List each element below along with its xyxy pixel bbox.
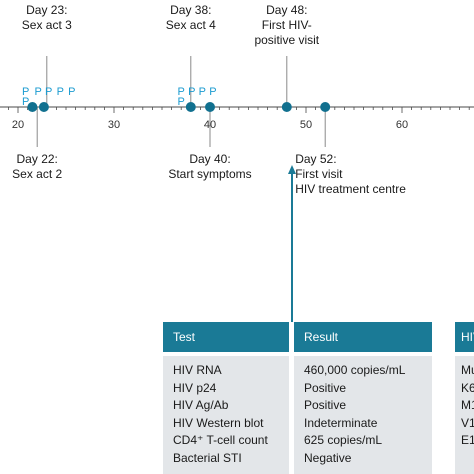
tick-label: 20	[12, 119, 24, 131]
result-cells: 460,000 copies/mL Positive Positive Inde…	[294, 356, 432, 474]
p-label: P	[22, 96, 29, 108]
tick-label: 30	[108, 119, 120, 131]
p-label: P	[188, 86, 195, 98]
test-cell: HIV p24	[173, 380, 217, 395]
event-markers	[27, 102, 331, 112]
p-label: P	[199, 86, 206, 98]
timeline-axis: 20 30 40 50 60	[0, 106, 474, 131]
hiv-column: HIV Mu K6 M1 V1 E1	[455, 322, 474, 474]
p-label: P	[178, 86, 185, 98]
test-cell: CD4⁺ T-cell count	[173, 433, 268, 447]
p-label: P	[34, 86, 41, 98]
event-label-below: Sex act 2	[12, 167, 62, 181]
result-cell: 460,000 copies/mL	[304, 363, 406, 377]
event-marker	[38, 102, 49, 112]
hiv-header: HIV	[455, 322, 474, 352]
event-label-below: First visit	[295, 167, 343, 181]
hiv-cell	[455, 450, 474, 468]
event-connectors	[36, 56, 326, 147]
event-marker	[205, 102, 215, 112]
p-label: P	[45, 86, 52, 98]
hiv-cell: Mu	[461, 363, 474, 377]
event-label-below: HIV treatment centre	[295, 182, 406, 196]
p-label: P	[57, 86, 64, 98]
hiv-cell: M1	[461, 398, 474, 412]
result-header: Result	[294, 322, 432, 352]
p-label: P	[68, 86, 75, 98]
hiv-cell: E1	[461, 433, 474, 447]
event-label-above: Sex act 4	[166, 18, 216, 32]
tick-label: 60	[396, 119, 408, 131]
event-label-below: Day 40:	[189, 152, 230, 166]
event-marker	[185, 102, 196, 112]
result-cell: Indeterminate	[304, 415, 378, 430]
event-label-below: Day 22:	[17, 152, 58, 166]
result-cell: Positive	[304, 380, 347, 395]
result-cell: Negative	[304, 450, 352, 465]
tick-label: 50	[300, 119, 312, 131]
hiv-cells: Mu K6 M1 V1 E1	[455, 356, 474, 474]
event-label-above: Day 23:	[26, 3, 67, 17]
event-label-above: Day 38:	[170, 3, 211, 17]
test-cell: HIV RNA	[173, 363, 222, 377]
event-label-above: First HIV-	[262, 18, 312, 32]
event-label-above: Sex act 3	[22, 18, 72, 32]
result-cell: 625 copies/mL	[304, 433, 383, 447]
arrow-to-table	[288, 165, 296, 322]
p-label: P	[209, 86, 216, 98]
test-cell: HIV Western blot	[173, 415, 264, 430]
test-header: Test	[163, 322, 289, 352]
event-label-below: Start symptoms	[168, 167, 251, 181]
result-cell: Positive	[304, 398, 347, 412]
arrow-head-icon	[288, 165, 296, 174]
test-cells: HIV RNA HIV p24 HIV Ag/Ab HIV Western bl…	[163, 356, 289, 474]
event-label-above: positive visit	[254, 33, 319, 47]
event-marker	[320, 102, 331, 112]
p-label: P	[22, 86, 29, 98]
test-cell: Bacterial STI	[173, 450, 242, 465]
result-column: Result 460,000 copies/mL Positive Positi…	[294, 322, 432, 474]
test-cell: HIV Ag/Ab	[173, 398, 229, 412]
event-marker	[281, 102, 292, 112]
event-marker	[27, 102, 38, 112]
p-labels: PPP P P P PPP P P	[22, 86, 217, 108]
event-label-above: Day 48:	[266, 3, 307, 17]
p-label: P	[178, 96, 185, 108]
hiv-cell: K6	[461, 380, 474, 395]
test-column: Test HIV RNA HIV p24 HIV Ag/Ab HIV Weste…	[163, 322, 289, 474]
hiv-cell: V1	[461, 415, 474, 430]
event-label-below: Day 52:	[295, 152, 336, 166]
